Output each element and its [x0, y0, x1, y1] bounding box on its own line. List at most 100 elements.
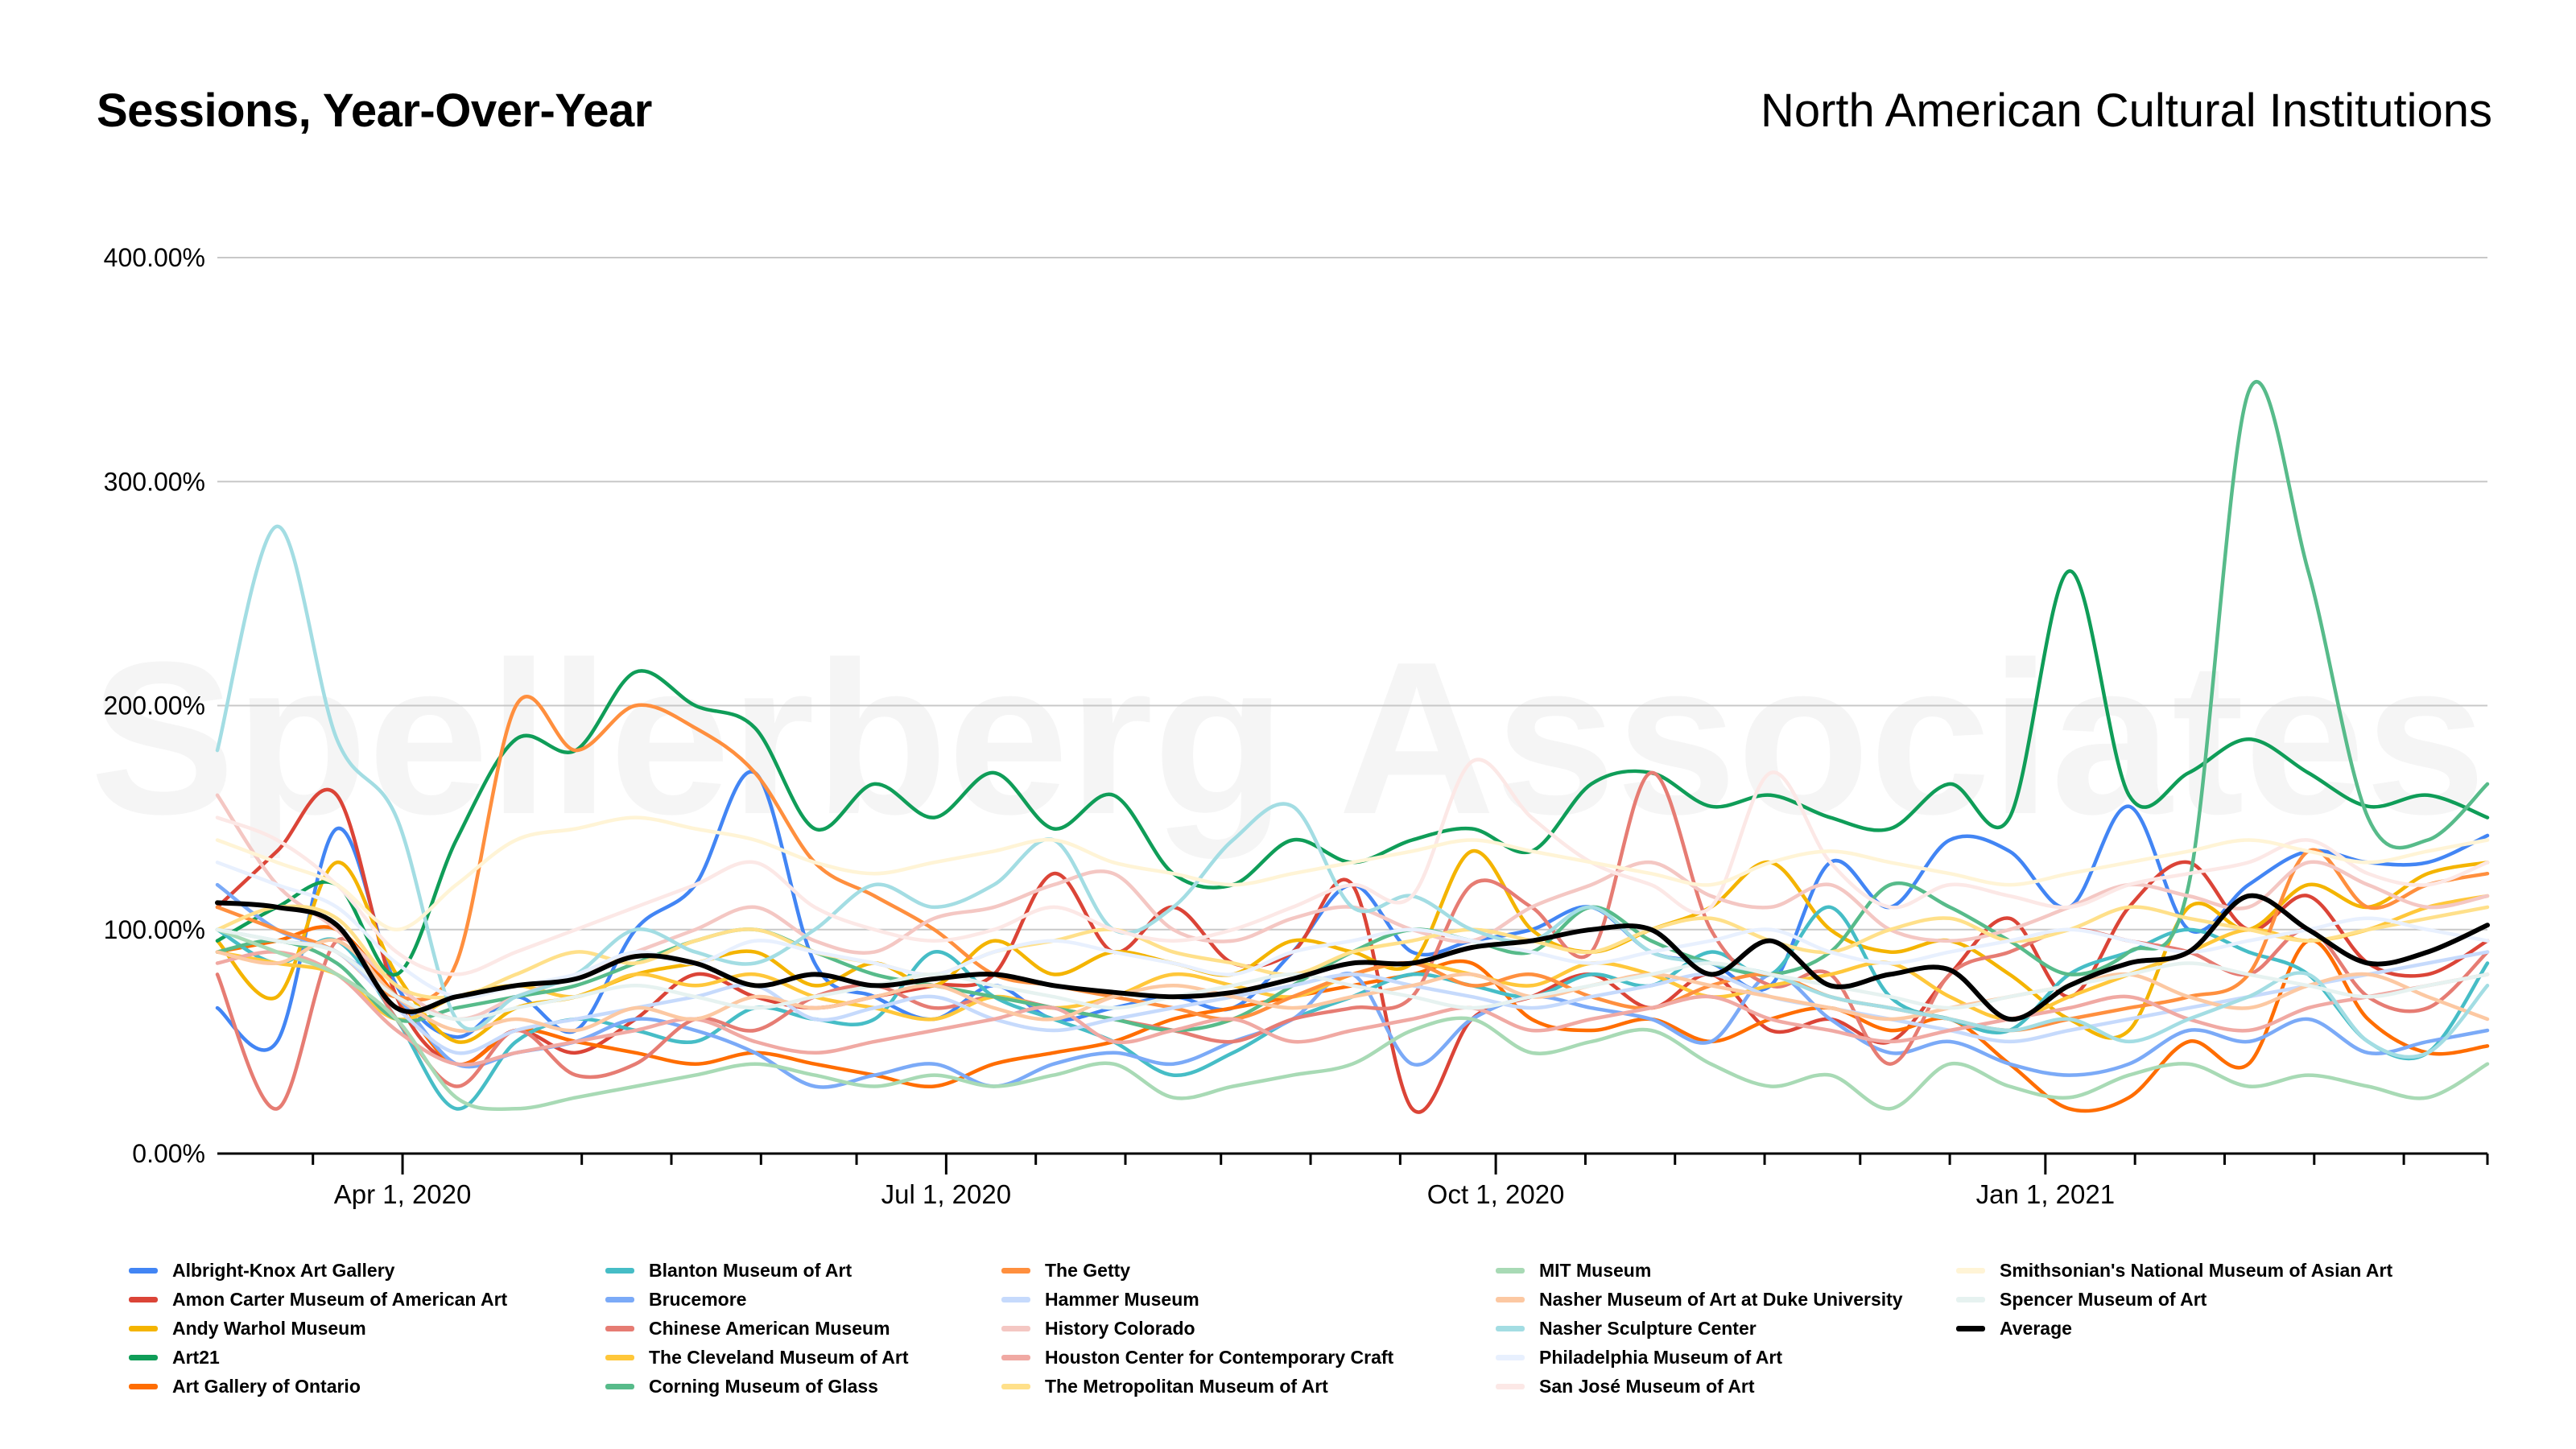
- legend-item: Amon Carter Museum of American Art: [129, 1285, 605, 1314]
- legend-item: San José Museum of Art: [1496, 1372, 1956, 1401]
- legend-item: Blanton Museum of Art: [605, 1256, 1001, 1285]
- legend-swatch: [1956, 1296, 1985, 1302]
- legend-swatch: [1496, 1267, 1525, 1274]
- legend-label: Hammer Museum: [1045, 1288, 1199, 1310]
- legend-label: Chinese American Museum: [649, 1317, 890, 1339]
- legend-swatch: [1001, 1296, 1030, 1302]
- legend-label: Nasher Sculpture Center: [1539, 1317, 1757, 1339]
- legend-item: The Cleveland Museum of Art: [605, 1343, 1001, 1372]
- y-tick-label: 300.00%: [104, 467, 205, 496]
- series-line-philadelphia-museum-of-art: [215, 861, 2490, 1000]
- legend-item: Philadelphia Museum of Art: [1496, 1343, 1956, 1372]
- legend-item: Spencer Museum of Art: [1956, 1285, 2407, 1314]
- legend-item: Albright-Knox Art Gallery: [129, 1256, 605, 1285]
- x-tick-label: Jul 1, 2020: [881, 1179, 1011, 1209]
- legend-item: Art21: [129, 1343, 605, 1372]
- x-tick-label: Oct 1, 2020: [1427, 1179, 1565, 1209]
- legend-item: History Colorado: [1001, 1314, 1496, 1343]
- y-tick-label: 100.00%: [104, 915, 205, 944]
- legend-swatch: [1001, 1354, 1030, 1360]
- legend-label: Art21: [172, 1346, 220, 1368]
- legend-label: Average: [2000, 1317, 2072, 1339]
- legend-swatch: [1496, 1354, 1525, 1360]
- legend-label: Albright-Knox Art Gallery: [172, 1259, 395, 1281]
- legend-swatch: [129, 1296, 158, 1302]
- series-line-san-jos-museum-of-art: [215, 758, 2490, 976]
- legend-label: The Getty: [1045, 1259, 1131, 1281]
- legend-swatch: [129, 1383, 158, 1389]
- chart-title: Sessions, Year-Over-Year: [97, 85, 652, 137]
- legend-item: MIT Museum: [1496, 1256, 1956, 1285]
- legend-item: Smithsonian's National Museum of Asian A…: [1956, 1256, 2407, 1285]
- series-line-brucemore: [215, 882, 2490, 1089]
- legend-label: Spencer Museum of Art: [2000, 1288, 2207, 1310]
- watermark-text: Spellerberg Associates: [90, 617, 2486, 861]
- legend-swatch: [1496, 1325, 1525, 1331]
- legend: Albright-Knox Art Gallery Amon Carter Mus…: [129, 1256, 2512, 1417]
- legend-label: Philadelphia Museum of Art: [1539, 1346, 1783, 1368]
- legend-item: Brucemore: [605, 1285, 1001, 1314]
- series-line-smithsonian-s-national-museum-of-asian-art: [215, 815, 2490, 932]
- legend-label: Andy Warhol Museum: [172, 1317, 366, 1339]
- legend-swatch: [129, 1325, 158, 1331]
- chart-subtitle: North American Cultural Institutions: [1760, 85, 2492, 137]
- legend-swatch: [1496, 1383, 1525, 1389]
- legend-swatch: [605, 1354, 634, 1360]
- legend-label: The Metropolitan Museum of Art: [1045, 1375, 1328, 1397]
- legend-swatch: [1001, 1267, 1030, 1274]
- series-line-mit-museum: [215, 927, 2490, 1112]
- legend-swatch: [1001, 1325, 1030, 1331]
- series-line-average: [215, 893, 2490, 1022]
- legend-item: Chinese American Museum: [605, 1314, 1001, 1343]
- y-tick-label: 400.00%: [104, 243, 205, 272]
- legend-swatch: [605, 1383, 634, 1389]
- series-line-amon-carter-museum-of-american-art: [215, 787, 2490, 1114]
- legend-swatch: [1956, 1267, 1985, 1274]
- series-line-houston-center-for-contemporary-craft: [215, 950, 2490, 1067]
- legend-label: Houston Center for Contemporary Craft: [1045, 1346, 1394, 1368]
- legend-label: Smithsonian's National Museum of Asian A…: [2000, 1259, 2393, 1281]
- series-line-hammer-museum: [215, 927, 2490, 1055]
- series-line-the-getty: [215, 695, 2490, 1033]
- legend-label: MIT Museum: [1539, 1259, 1652, 1281]
- legend-item: Andy Warhol Museum: [129, 1314, 605, 1343]
- legend-label: Corning Museum of Glass: [649, 1375, 878, 1397]
- legend-swatch: [1001, 1383, 1030, 1389]
- legend-label: Art Gallery of Ontario: [172, 1375, 361, 1397]
- legend-item: Hammer Museum: [1001, 1285, 1496, 1314]
- series-line-nasher-museum-of-art-at-duke-university: [215, 938, 2490, 1033]
- legend-swatch: [605, 1325, 634, 1331]
- legend-item: Houston Center for Contemporary Craft: [1001, 1343, 1496, 1372]
- series-line-nasher-sculpture-center: [215, 524, 2490, 1059]
- legend-item: Corning Museum of Glass: [605, 1372, 1001, 1401]
- legend-swatch: [129, 1267, 158, 1274]
- legend-label: San José Museum of Art: [1539, 1375, 1755, 1397]
- legend-swatch: [129, 1354, 158, 1360]
- legend-label: Blanton Museum of Art: [649, 1259, 852, 1281]
- legend-label: The Cleveland Museum of Art: [649, 1346, 909, 1368]
- legend-item: Average: [1956, 1314, 2407, 1343]
- axes: 0.00% 100.00% 200.00% 300.00% 400.00% Apr 1, …: [104, 243, 2489, 1209]
- legend-item: Nasher Sculpture Center: [1496, 1314, 1956, 1343]
- x-tick-label: Apr 1, 2020: [334, 1179, 472, 1209]
- legend-item: The Getty: [1001, 1256, 1496, 1285]
- series-lines: [215, 380, 2490, 1114]
- legend-item: The Metropolitan Museum of Art: [1001, 1372, 1496, 1401]
- x-tick-label: Jan 1, 2021: [1976, 1179, 2115, 1209]
- legend-label: Brucemore: [649, 1288, 747, 1310]
- y-tick-label: 0.00%: [132, 1139, 205, 1168]
- legend-swatch: [1496, 1296, 1525, 1302]
- legend-item: Nasher Museum of Art at Duke University: [1496, 1285, 1956, 1314]
- y-tick-label: 200.00%: [104, 691, 205, 720]
- series-line-the-metropolitan-museum-of-art: [215, 904, 2490, 1000]
- legend-swatch: [605, 1267, 634, 1274]
- legend-swatch: [605, 1296, 634, 1302]
- legend-item: Art Gallery of Ontario: [129, 1372, 605, 1401]
- grid-lines: [217, 257, 2487, 931]
- legend-label: Nasher Museum of Art at Duke University: [1539, 1288, 1903, 1310]
- series-line-spencer-museum-of-art: [215, 927, 2490, 1022]
- legend-label: Amon Carter Museum of American Art: [172, 1288, 508, 1310]
- legend-label: History Colorado: [1045, 1317, 1195, 1339]
- legend-swatch: [1956, 1325, 1985, 1331]
